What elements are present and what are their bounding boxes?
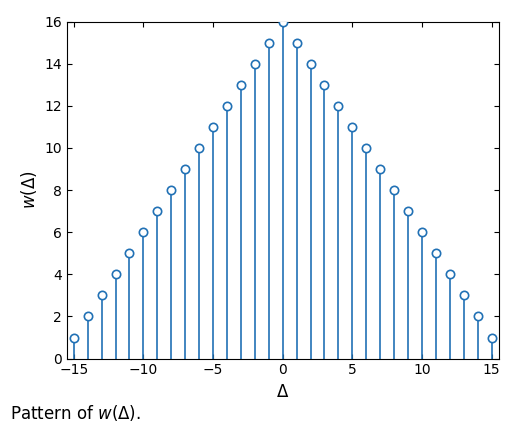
Text: Pattern of $w(\Delta)$.: Pattern of $w(\Delta)$. xyxy=(10,403,141,423)
X-axis label: $\Delta$: $\Delta$ xyxy=(276,383,289,401)
Y-axis label: $w(\Delta)$: $w(\Delta)$ xyxy=(19,171,39,210)
